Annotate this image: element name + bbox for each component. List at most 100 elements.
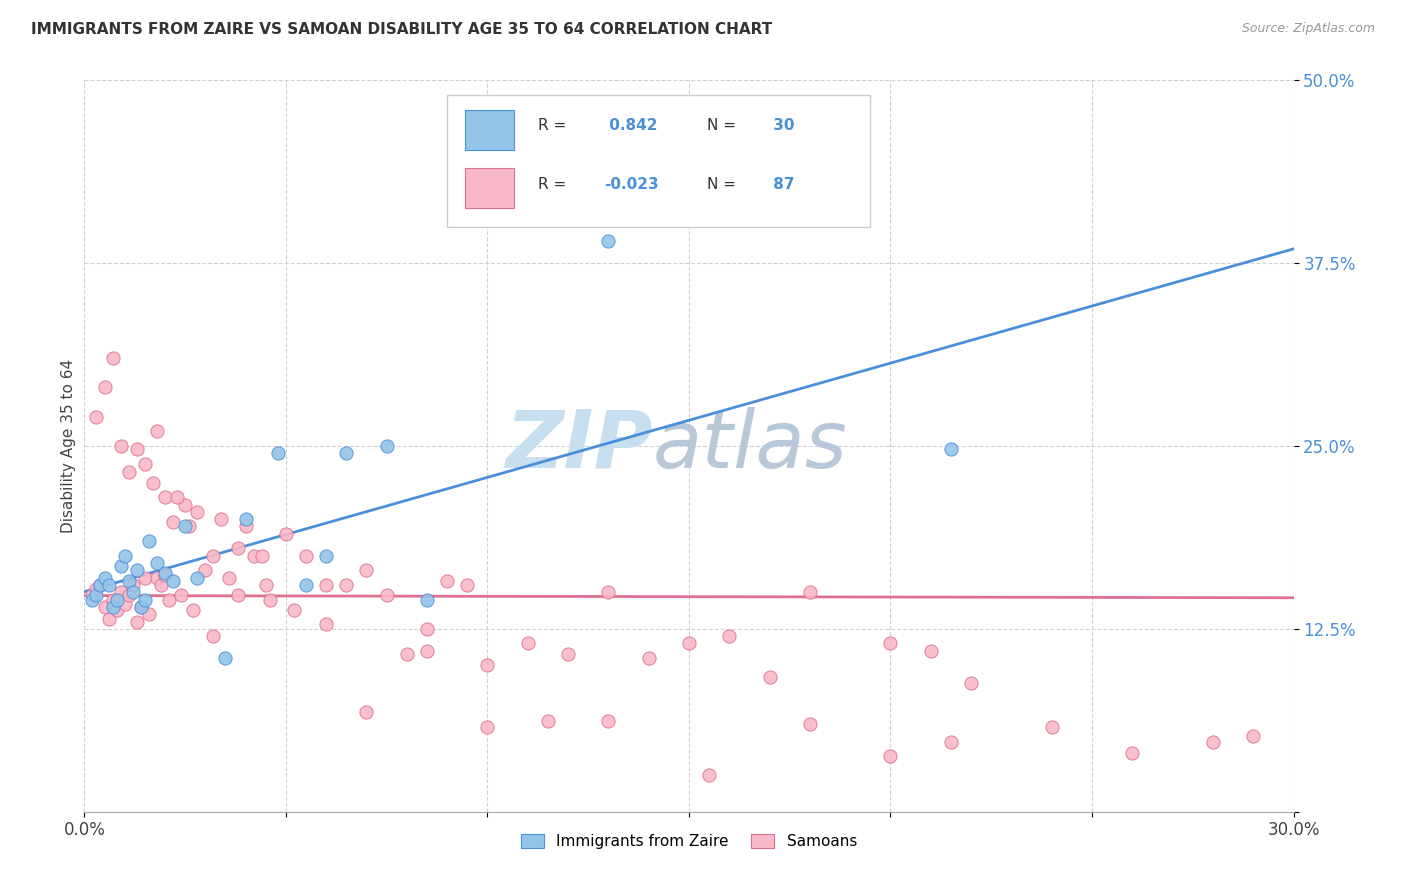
- Point: [166, 490, 188, 504]
- Text: -0.023: -0.023: [605, 177, 659, 192]
- Point: [153, 567, 176, 582]
- Point: [295, 578, 318, 592]
- Point: [697, 768, 720, 782]
- Text: 30: 30: [768, 118, 794, 133]
- FancyBboxPatch shape: [465, 168, 513, 209]
- Text: 87: 87: [768, 177, 794, 192]
- Point: [93, 599, 115, 614]
- Point: [375, 439, 398, 453]
- Point: [375, 588, 398, 602]
- Point: [218, 571, 240, 585]
- Point: [637, 651, 659, 665]
- Point: [121, 578, 143, 592]
- Point: [315, 549, 337, 563]
- Point: [186, 571, 208, 585]
- Point: [186, 505, 208, 519]
- Point: [125, 615, 148, 629]
- Point: [939, 442, 962, 456]
- Point: [181, 603, 204, 617]
- Point: [153, 566, 176, 581]
- Point: [259, 592, 281, 607]
- Point: [356, 563, 378, 577]
- Point: [118, 588, 141, 602]
- FancyBboxPatch shape: [465, 110, 513, 150]
- Point: [678, 636, 700, 650]
- Point: [416, 622, 439, 636]
- Point: [516, 636, 538, 650]
- FancyBboxPatch shape: [447, 95, 870, 227]
- Point: [82, 588, 104, 602]
- Point: [93, 380, 115, 394]
- Point: [274, 526, 297, 541]
- Point: [86, 588, 108, 602]
- Point: [242, 549, 264, 563]
- Point: [335, 446, 357, 460]
- Point: [1121, 746, 1143, 760]
- Point: [202, 549, 225, 563]
- Point: [97, 578, 120, 592]
- Point: [105, 592, 128, 607]
- Point: [960, 676, 983, 690]
- Text: atlas: atlas: [652, 407, 848, 485]
- Point: [1241, 729, 1264, 743]
- Point: [89, 578, 111, 592]
- Point: [1040, 720, 1063, 734]
- Point: [149, 578, 172, 592]
- Point: [110, 558, 132, 573]
- Point: [153, 490, 176, 504]
- Point: [436, 574, 458, 588]
- Point: [121, 585, 143, 599]
- Point: [146, 571, 169, 585]
- Point: [416, 592, 439, 607]
- Point: [477, 658, 499, 673]
- Point: [105, 603, 128, 617]
- Text: N =: N =: [707, 118, 737, 133]
- Point: [125, 563, 148, 577]
- Point: [214, 651, 236, 665]
- Point: [557, 647, 579, 661]
- Point: [174, 519, 197, 533]
- Point: [157, 592, 180, 607]
- Point: [799, 585, 821, 599]
- Point: [101, 599, 124, 614]
- Point: [97, 612, 120, 626]
- Point: [335, 578, 357, 592]
- Text: N =: N =: [707, 177, 737, 192]
- Point: [939, 734, 962, 748]
- Point: [758, 670, 780, 684]
- Point: [250, 549, 273, 563]
- Point: [93, 571, 115, 585]
- Point: [209, 512, 232, 526]
- Point: [1202, 734, 1225, 748]
- Point: [718, 629, 741, 643]
- Point: [82, 592, 104, 607]
- Point: [89, 578, 111, 592]
- Point: [235, 512, 257, 526]
- Point: [118, 574, 141, 588]
- Point: [179, 519, 201, 533]
- Point: [295, 549, 318, 563]
- Point: [235, 519, 257, 533]
- Text: Source: ZipAtlas.com: Source: ZipAtlas.com: [1241, 22, 1375, 36]
- Point: [315, 617, 337, 632]
- Point: [226, 588, 249, 602]
- Point: [134, 571, 156, 585]
- Point: [146, 425, 169, 439]
- Point: [162, 515, 184, 529]
- Point: [356, 705, 378, 719]
- Point: [114, 597, 136, 611]
- Point: [110, 585, 132, 599]
- Point: [110, 439, 132, 453]
- Point: [920, 644, 942, 658]
- Y-axis label: Disability Age 35 to 64: Disability Age 35 to 64: [60, 359, 76, 533]
- Legend: Immigrants from Zaire, Samoans: Immigrants from Zaire, Samoans: [515, 828, 863, 855]
- Point: [267, 446, 290, 460]
- Point: [125, 442, 148, 456]
- Point: [598, 234, 620, 248]
- Text: ZIP: ZIP: [505, 407, 652, 485]
- Point: [118, 466, 141, 480]
- Point: [86, 582, 108, 597]
- Point: [226, 541, 249, 556]
- Point: [170, 588, 193, 602]
- Text: R =: R =: [538, 177, 567, 192]
